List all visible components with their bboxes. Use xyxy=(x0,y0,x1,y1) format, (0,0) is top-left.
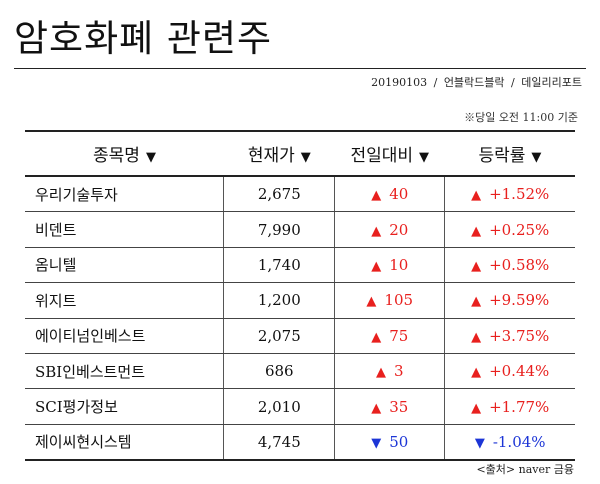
current-price: 1,740 xyxy=(223,247,336,284)
table-row: 우리기술투자 2,675 ▲ 40 ▲ +1.52% xyxy=(25,176,575,213)
change-rate: ▲ +3.75% xyxy=(444,318,575,354)
triangle-up-icon: ▲ xyxy=(471,365,482,381)
change-value: 35 xyxy=(389,397,409,416)
triangle-up-icon: ▲ xyxy=(375,365,386,381)
table-row: 제이씨현시스템 4,745 ▼ 50 ▼ -1.04% xyxy=(25,424,575,462)
byline: 20190103 / 언블락드블락 / 데일리리포트 xyxy=(371,74,582,90)
column-header-name[interactable]: 종목명 ▼ xyxy=(25,130,224,177)
column-header-label: 등락률 xyxy=(478,146,526,166)
change-rate: ▲ +0.44% xyxy=(444,353,575,390)
byline-separator: / xyxy=(511,76,515,89)
current-price: 686 xyxy=(223,353,336,390)
stock-name: SBI인베스트먼트 xyxy=(25,353,225,390)
sort-down-icon[interactable]: ▼ xyxy=(145,150,156,165)
sort-down-icon[interactable]: ▼ xyxy=(531,150,542,165)
price-change: ▲ 20 xyxy=(334,211,446,248)
byline-date: 20190103 xyxy=(371,76,428,89)
triangle-up-icon: ▲ xyxy=(371,400,382,416)
timestamp-note: ※당일 오전 11:00 기준 xyxy=(464,111,578,124)
stock-name: 위지트 xyxy=(25,282,225,319)
rate-value: +1.52% xyxy=(489,185,550,204)
byline-separator: / xyxy=(433,76,438,89)
change-value: 3 xyxy=(393,362,404,381)
rate-value: +9.59% xyxy=(489,291,550,310)
triangle-up-icon: ▲ xyxy=(471,400,482,416)
title-divider xyxy=(14,68,586,69)
triangle-up-icon: ▲ xyxy=(371,223,382,239)
rate-value: +0.25% xyxy=(489,220,550,239)
column-header-label: 현재가 xyxy=(247,146,295,166)
change-value: 20 xyxy=(389,220,409,239)
triangle-up-icon: ▲ xyxy=(471,329,482,345)
column-header-change[interactable]: 전일대비 ▼ xyxy=(334,130,445,177)
price-change: ▲ 3 xyxy=(334,353,446,390)
change-value: 10 xyxy=(389,255,409,274)
table-row: SCI평가정보 2,010 ▲ 35 ▲ +1.77% xyxy=(25,388,575,425)
change-rate: ▲ +1.52% xyxy=(444,176,575,213)
page-title: 암호화폐 관련주 xyxy=(14,17,273,60)
change-rate: ▲ +0.58% xyxy=(444,247,575,284)
table-body: 우리기술투자 2,675 ▲ 40 ▲ +1.52% 비덴트 7,990 ▲ 20 ▲ +0.25% 옴… xyxy=(25,176,575,462)
triangle-down-icon: ▼ xyxy=(371,435,382,451)
triangle-up-icon: ▲ xyxy=(471,223,482,239)
price-change: ▲ 35 xyxy=(334,388,446,425)
column-header-rate[interactable]: 등락률 ▼ xyxy=(444,130,575,177)
change-value: 40 xyxy=(389,185,409,204)
column-header-label: 전일대비 xyxy=(350,146,414,166)
rate-value: -1.04% xyxy=(492,432,546,451)
header-row: 종목명 ▼ 현재가 ▼ 전일대비 ▼ 등락률 ▼ xyxy=(25,130,575,177)
table-row: 옴니텔 1,740 ▲ 10 ▲ +0.58% xyxy=(25,247,575,284)
change-rate: ▲ +1.77% xyxy=(444,388,575,425)
triangle-up-icon: ▲ xyxy=(371,188,382,204)
stock-name: 우리기술투자 xyxy=(25,176,225,213)
rate-value: +1.77% xyxy=(489,397,550,416)
change-value: 50 xyxy=(389,432,409,451)
source-credit: <출처> naver 금융 xyxy=(476,463,574,476)
triangle-up-icon: ▲ xyxy=(471,294,482,310)
price-change: ▲ 10 xyxy=(334,247,446,284)
price-change: ▲ 75 xyxy=(334,318,446,354)
change-rate: ▼ -1.04% xyxy=(444,424,575,462)
column-header-price[interactable]: 현재가 ▼ xyxy=(223,130,335,177)
sort-down-icon[interactable]: ▼ xyxy=(419,150,430,165)
current-price: 1,200 xyxy=(223,282,336,319)
table-header: 종목명 ▼ 현재가 ▼ 전일대비 ▼ 등락률 ▼ xyxy=(25,130,575,177)
stock-name: SCI평가정보 xyxy=(25,388,225,425)
change-value: 105 xyxy=(384,291,414,310)
stock-name: 제이씨현시스템 xyxy=(25,424,225,462)
current-price: 2,675 xyxy=(223,176,336,213)
stock-name: 옴니텔 xyxy=(25,247,225,284)
triangle-up-icon: ▲ xyxy=(471,258,482,274)
table-row: 비덴트 7,990 ▲ 20 ▲ +0.25% xyxy=(25,211,575,248)
price-change: ▲ 105 xyxy=(334,282,446,319)
change-value: 75 xyxy=(389,326,409,345)
current-price: 4,745 xyxy=(223,424,336,462)
table-row: SBI인베스트먼트 686 ▲ 3 ▲ +0.44% xyxy=(25,353,575,390)
current-price: 7,990 xyxy=(223,211,336,248)
change-rate: ▲ +0.25% xyxy=(444,211,575,248)
byline-author: 언블락드블락 xyxy=(443,76,505,89)
stock-table: 종목명 ▼ 현재가 ▼ 전일대비 ▼ 등락률 ▼ 우리기술투자 2,675 ▲ 40 ▲ +1.5… xyxy=(25,130,575,462)
table-row: 위지트 1,200 ▲ 105 ▲ +9.59% xyxy=(25,282,575,319)
triangle-up-icon: ▲ xyxy=(371,258,382,274)
stock-name: 에이티넘인베스트 xyxy=(25,318,225,354)
price-change: ▲ 40 xyxy=(334,176,446,213)
price-change: ▼ 50 xyxy=(334,424,446,462)
triangle-up-icon: ▲ xyxy=(471,188,482,204)
stock-table-container: 종목명 ▼ 현재가 ▼ 전일대비 ▼ 등락률 ▼ 우리기술투자 2,675 ▲ 40 ▲ +1.5… xyxy=(25,130,575,462)
change-rate: ▲ +9.59% xyxy=(444,282,575,319)
byline-publisher: 데일리리포트 xyxy=(521,76,582,89)
triangle-up-icon: ▲ xyxy=(371,329,382,345)
rate-value: +0.58% xyxy=(489,255,550,274)
sort-down-icon[interactable]: ▼ xyxy=(300,150,311,165)
current-price: 2,010 xyxy=(223,388,336,425)
column-header-label: 종목명 xyxy=(93,146,140,166)
triangle-up-icon: ▲ xyxy=(366,294,377,310)
stock-name: 비덴트 xyxy=(25,211,225,248)
triangle-down-icon: ▼ xyxy=(474,435,485,451)
rate-value: +3.75% xyxy=(489,326,550,345)
table-row: 에이티넘인베스트 2,075 ▲ 75 ▲ +3.75% xyxy=(25,318,575,354)
current-price: 2,075 xyxy=(223,318,336,354)
rate-value: +0.44% xyxy=(489,362,550,381)
